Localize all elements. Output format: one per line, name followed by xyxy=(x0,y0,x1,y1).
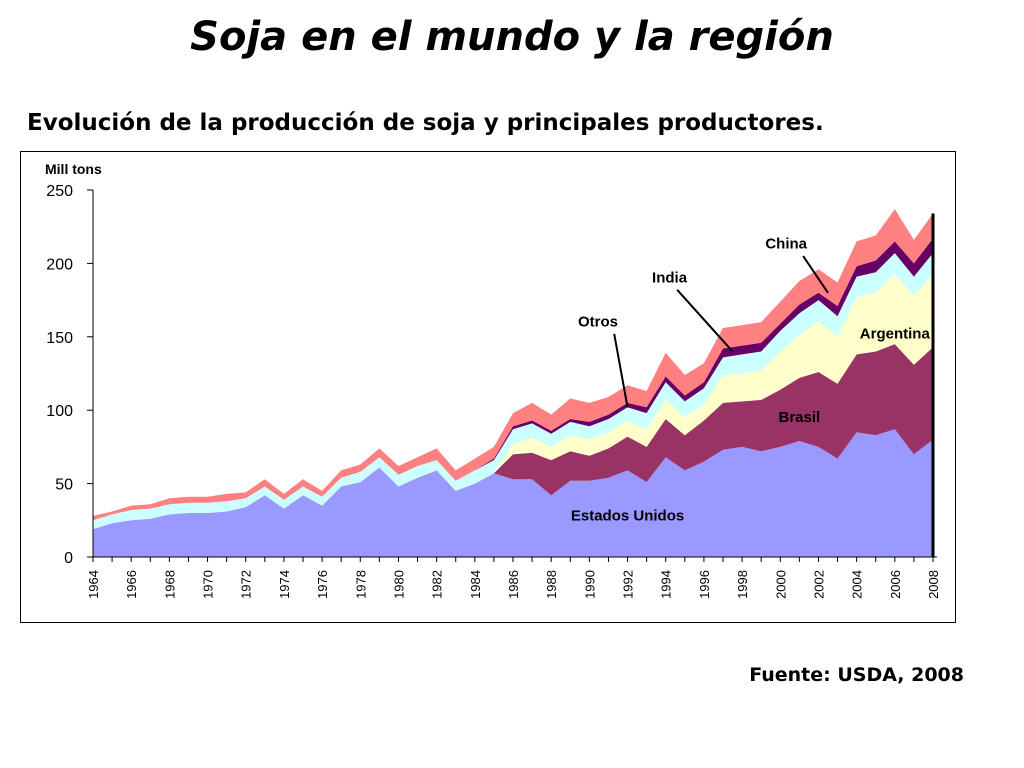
x-tick-label: 1994 xyxy=(659,570,674,599)
y-tick-label: 50 xyxy=(55,477,73,494)
area-brasil xyxy=(93,344,933,530)
x-tick-label: 2006 xyxy=(888,570,903,599)
slide-subtitle: Evolución de la producción de soja y pri… xyxy=(27,110,824,136)
slide-title: Soja en el mundo y la región xyxy=(190,14,834,60)
y-tick-label: 150 xyxy=(46,330,73,347)
series-label-india: India xyxy=(652,269,688,286)
y-tick-label: 250 xyxy=(46,183,73,200)
x-tick-label: 1978 xyxy=(353,570,368,599)
x-tick-label: 2004 xyxy=(850,570,865,599)
leader-line-india xyxy=(676,289,734,353)
x-tick-label: 1966 xyxy=(124,570,139,599)
x-tick-label: 1964 xyxy=(86,570,101,599)
x-tick-label: 1984 xyxy=(468,570,483,599)
x-tick-label: 1968 xyxy=(162,570,177,599)
series-label-china: China xyxy=(765,236,807,253)
y-tick-label: 100 xyxy=(46,403,73,420)
y-tick-label: 0 xyxy=(64,550,73,567)
series-label-brasil: Brasil xyxy=(779,409,821,426)
x-tick-label: 1988 xyxy=(544,570,559,599)
x-tick-label: 1992 xyxy=(621,570,636,599)
x-tick-label: 1976 xyxy=(315,570,330,599)
x-tick-label: 1972 xyxy=(239,570,254,599)
x-tick-label: 2000 xyxy=(773,570,788,599)
x-tick-label: 1990 xyxy=(582,570,597,599)
x-tick-label: 2002 xyxy=(811,570,826,599)
series-label-otros: Otros xyxy=(578,314,618,331)
x-tick-label: 1982 xyxy=(430,570,445,599)
chart-frame: 0 50 100 150 200 250 1964 1966 1968 1970 1972 1974 1… xyxy=(20,151,956,623)
x-tick-label: 1986 xyxy=(506,570,521,599)
y-axis-unit-label: Mill tons xyxy=(45,161,102,177)
source-note: Fuente: USDA, 2008 xyxy=(749,664,964,686)
x-tick-label: 1970 xyxy=(201,570,216,599)
series-label-estados-unidos: Estados Unidos xyxy=(571,507,684,524)
production-area-chart: 0 50 100 150 200 250 1964 1966 1968 1970 1972 1974 1… xyxy=(45,161,941,599)
series-label-argentina: Argentina xyxy=(860,325,931,342)
x-tick-label: 2008 xyxy=(926,570,941,599)
leader-line-china xyxy=(802,255,829,294)
x-tick-label: 1996 xyxy=(697,570,712,599)
x-tick-label: 1980 xyxy=(391,570,406,599)
x-tick-label: 1974 xyxy=(277,570,292,599)
leader-line-otros xyxy=(613,333,629,408)
x-tick-label: 1998 xyxy=(735,570,750,599)
area-estados-unidos xyxy=(93,429,933,557)
y-tick-label: 200 xyxy=(46,256,73,273)
